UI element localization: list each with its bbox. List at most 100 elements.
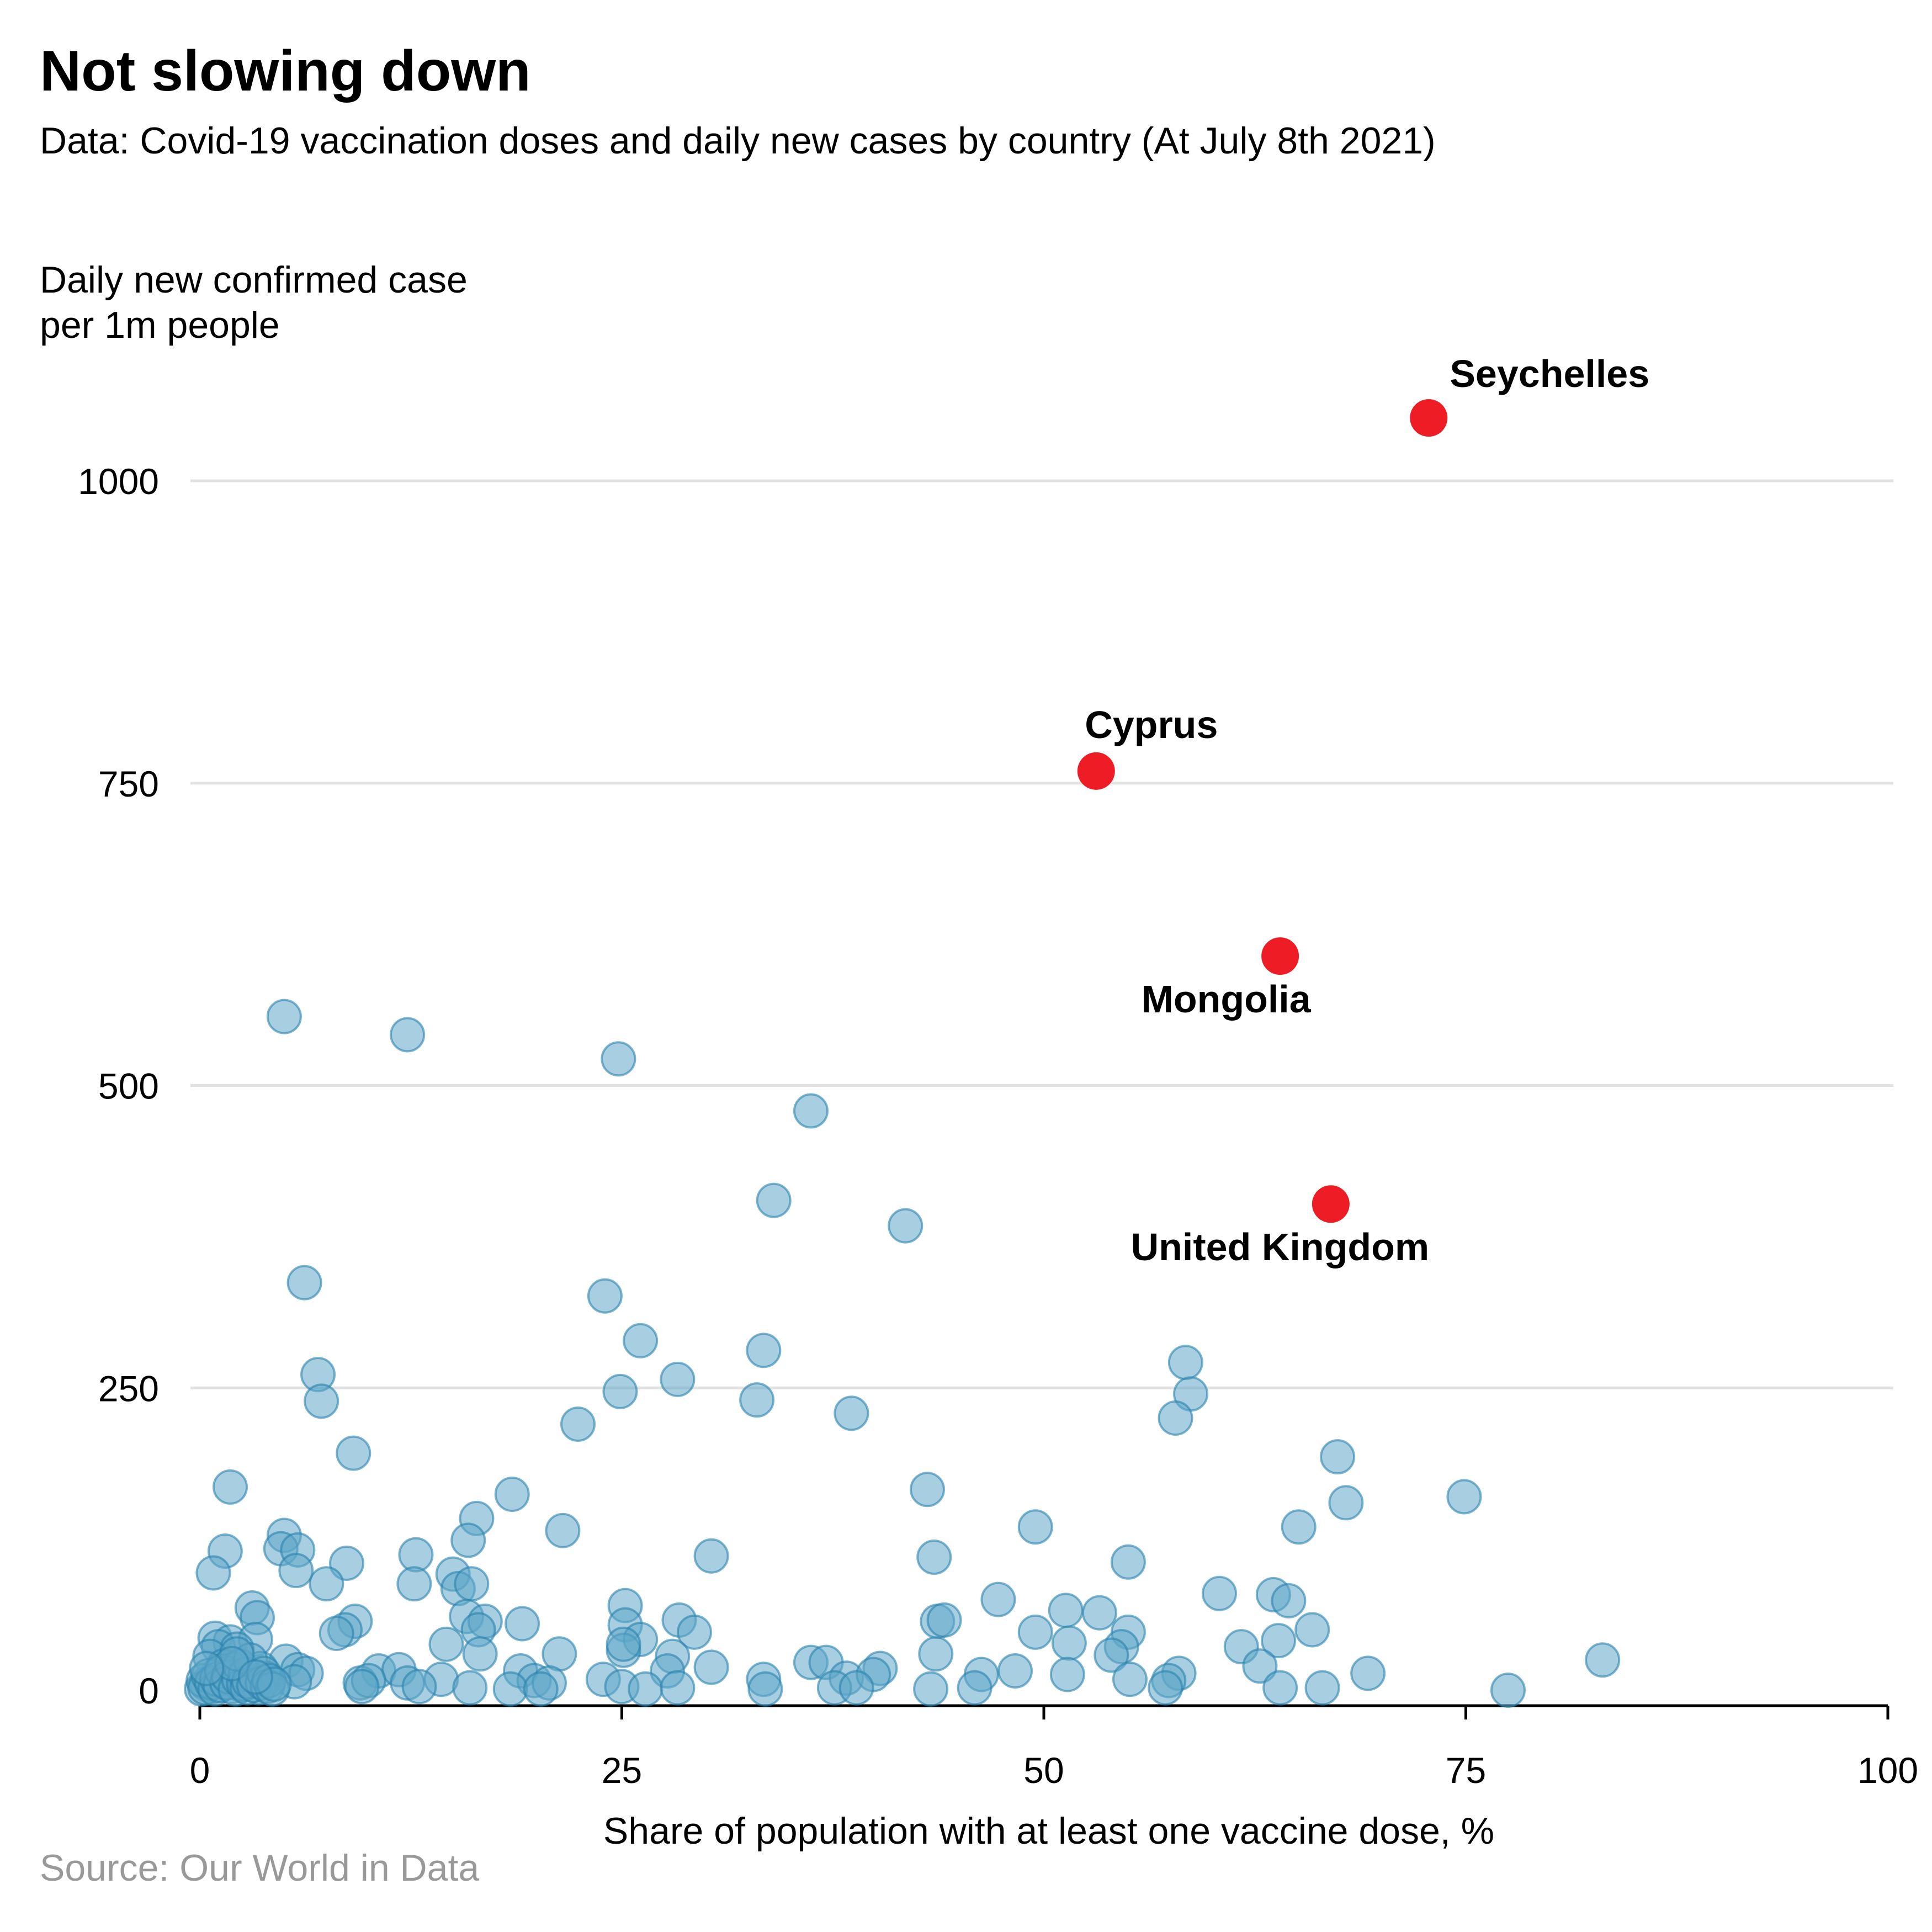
highlight-label-seychelles: Seychelles [1450,352,1649,395]
data-point [628,1671,664,1707]
data-point [1094,1637,1129,1673]
chart-title: Not slowing down [40,39,531,103]
data-point [1158,1400,1193,1436]
data-point [560,1406,596,1442]
highlight-label-cyprus: Cyprus [1085,703,1218,746]
chart-subtitle: Data: Covid-19 vaccination doses and dai… [40,120,1436,162]
data-point [319,1616,354,1652]
data-point [454,1566,490,1602]
data-point [266,999,302,1034]
data-point [1112,1662,1148,1697]
data-point [1294,1612,1330,1648]
y-axis-label-line-2: per 1m people [40,304,280,346]
data-point [916,1539,952,1575]
data-point [1148,1670,1183,1706]
y-tick-labels: 0 250 500 750 1000 [78,461,159,1711]
y-tick-label-750: 750 [98,763,159,804]
data-point [888,1208,923,1244]
y-tick-label-250: 250 [98,1368,159,1409]
data-point [494,1477,530,1512]
data-point [1049,1657,1085,1692]
data-point [747,1671,783,1707]
y-tick-label-500: 500 [98,1066,159,1107]
x-axis-label: Share of population with at least one va… [603,1810,1494,1852]
data-point [1081,1595,1117,1631]
highlighted-points: Seychelles Cyprus Mongolia United Kingdom [1077,352,1649,1268]
data-point [1328,1485,1364,1521]
data-point [756,1182,792,1218]
data-point [980,1581,1016,1617]
data-point [1490,1673,1526,1708]
data-point [1304,1670,1340,1706]
y-axis-label-line-1: Daily new confirmed case [40,259,468,301]
data-point [401,1669,437,1705]
data-point [1048,1593,1084,1628]
data-point [1446,1479,1482,1515]
x-tick-label-100: 100 [1857,1750,1918,1791]
data-point [1017,1509,1053,1545]
highlight-point-united-kingdom [1312,1185,1350,1223]
data-point [523,1671,559,1707]
data-point [1051,1625,1087,1661]
data-point [1017,1614,1053,1650]
data-point [838,1670,874,1706]
data-point [926,1602,962,1638]
data-point [909,1472,945,1508]
x-axis: 0 25 50 75 100 [190,1704,1918,1791]
data-point [693,1538,729,1574]
x-tick-label-0: 0 [190,1750,210,1791]
data-point [237,1659,273,1695]
data-point [1350,1655,1386,1691]
data-point [396,1566,432,1602]
data-point [601,1041,636,1077]
data-point [660,1361,696,1397]
data-point [1320,1439,1356,1475]
data-point [428,1626,464,1662]
data-point [304,1383,339,1419]
y-tick-label-1000: 1000 [78,461,159,502]
data-point [1261,1623,1297,1659]
highlight-point-seychelles [1410,399,1448,437]
y-axis-label: Daily new confirmed case per 1m people [40,257,468,348]
data-point [1262,1670,1298,1706]
data-point [1202,1575,1238,1611]
highlight-point-cyprus [1077,752,1115,790]
data-point [195,1555,231,1591]
data-point [505,1606,540,1642]
source-note: Source: Our World in Data [40,1847,480,1889]
highlight-label-mongolia: Mongolia [1142,978,1312,1021]
highlight-label-united-kingdom: United Kingdom [1131,1225,1429,1268]
data-point [1242,1648,1278,1684]
data-points [184,999,1621,1708]
data-point [450,1522,486,1558]
data-point [997,1653,1033,1689]
data-point [452,1670,488,1706]
data-point [918,1636,954,1672]
data-point [1585,1642,1621,1678]
data-point [623,1323,659,1358]
data-point [1110,1544,1146,1580]
data-point [587,1278,623,1314]
data-point [492,1671,528,1707]
data-point [1281,1509,1317,1545]
data-point [1167,1345,1203,1381]
data-point [739,1382,775,1418]
x-tick-label-50: 50 [1023,1750,1064,1791]
data-point [957,1670,992,1706]
gridlines [190,479,1893,1389]
data-point [746,1333,782,1368]
data-point [793,1093,829,1129]
data-point [913,1671,949,1707]
data-point [602,1373,638,1409]
data-point [336,1435,371,1471]
data-point [344,1669,380,1705]
highlight-point-mongolia [1261,937,1299,975]
data-point [660,1670,696,1706]
data-point [1271,1583,1307,1618]
data-point [286,1265,322,1301]
x-tick-label-25: 25 [602,1750,642,1791]
data-point [676,1614,712,1650]
data-point [462,1636,498,1672]
y-tick-label-0: 0 [139,1670,159,1711]
